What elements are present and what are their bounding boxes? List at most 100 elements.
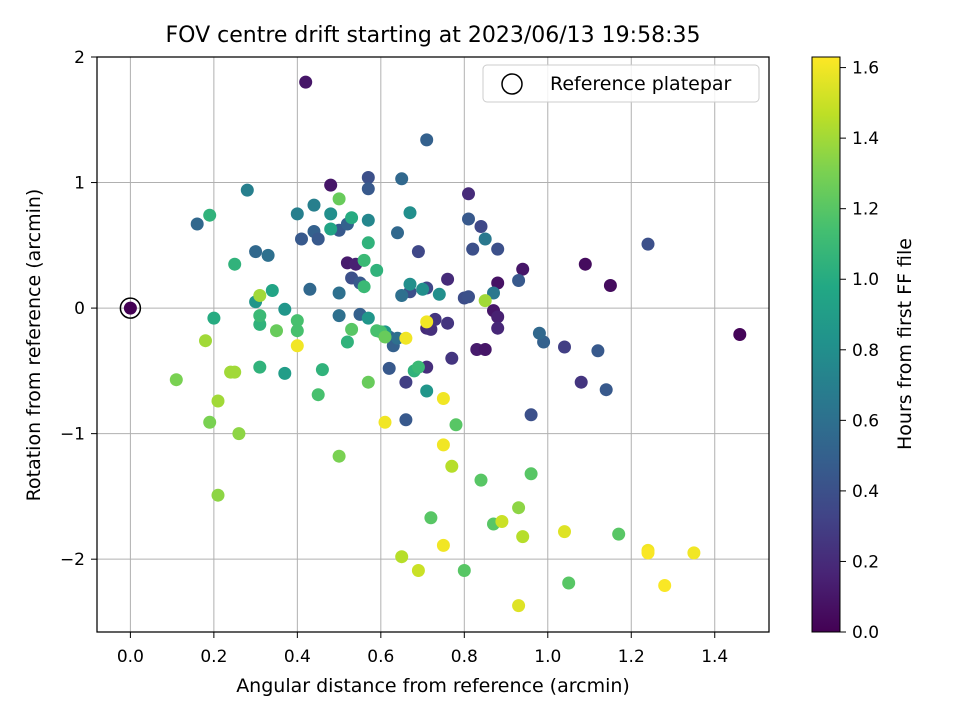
data-point	[311, 232, 325, 246]
data-point	[478, 232, 492, 246]
colorbar-tick-label: 1.6	[852, 59, 879, 79]
data-point	[199, 334, 212, 348]
data-point	[361, 213, 375, 227]
plot-frame	[96, 56, 770, 633]
data-point	[253, 309, 267, 323]
data-point	[378, 415, 392, 429]
data-point	[345, 322, 359, 336]
data-point	[599, 383, 613, 397]
y-gridlines	[97, 56, 769, 560]
data-point	[411, 564, 425, 577]
x-tick-label: 0.6	[367, 647, 394, 667]
data-point	[203, 415, 217, 429]
data-point	[203, 208, 217, 222]
data-point	[332, 192, 346, 206]
data-point	[315, 363, 329, 377]
data-point	[403, 206, 417, 220]
data-point	[169, 373, 183, 387]
data-point	[574, 375, 588, 389]
x-tick-label: 1.4	[701, 647, 728, 667]
data-point	[558, 340, 571, 354]
y-axis-label: Rotation from reference (arcmin)	[23, 189, 45, 502]
data-point	[303, 282, 317, 296]
data-point	[324, 222, 338, 236]
data-point	[416, 282, 430, 296]
data-point	[395, 172, 409, 186]
data-point	[445, 351, 459, 365]
data-point	[299, 75, 313, 89]
data-point	[332, 286, 346, 300]
data-point	[382, 361, 396, 375]
data-point	[311, 388, 325, 402]
data-point	[290, 339, 304, 353]
data-point	[441, 272, 455, 286]
y-tick-label: −2	[60, 550, 85, 570]
data-point	[441, 316, 455, 330]
data-point	[487, 286, 500, 300]
data-point	[332, 309, 346, 323]
legend-box	[482, 64, 760, 103]
data-point	[370, 263, 384, 277]
data-points	[169, 75, 747, 613]
x-axis-ticks: 0.0 0.2 0.4 0.6 0.8 1.0 1.2 1.4	[117, 632, 728, 667]
data-point	[457, 564, 471, 577]
data-point	[361, 182, 375, 196]
data-point	[232, 427, 246, 441]
y-tick-label: 0	[74, 299, 85, 319]
colorbar-tick-label: 0.2	[852, 552, 879, 572]
data-point	[265, 284, 279, 297]
chart-title: FOV centre drift starting at 2023/06/13 …	[166, 23, 701, 48]
data-point	[491, 321, 505, 335]
data-point	[290, 314, 304, 328]
data-point	[462, 290, 475, 304]
data-point	[687, 546, 701, 560]
colorbar-tick-label: 0.4	[852, 482, 879, 502]
legend: Reference platepar	[482, 64, 760, 103]
data-point	[290, 207, 304, 221]
legend-marker	[501, 73, 523, 95]
data-point	[658, 579, 672, 592]
data-point	[491, 242, 505, 256]
x-tick-label: 1.0	[534, 647, 561, 667]
data-point	[436, 438, 450, 452]
data-point	[253, 289, 267, 302]
x-tick-label: 0.8	[451, 647, 478, 667]
x-axis-label: Angular distance from reference (arcmin)	[236, 675, 630, 697]
colorbar-tick-label: 1.2	[852, 200, 879, 220]
data-point	[562, 576, 576, 590]
data-point	[512, 599, 526, 613]
x-tick-label: 0.4	[284, 647, 311, 667]
data-point	[478, 294, 492, 308]
data-point	[516, 530, 530, 544]
data-point	[578, 257, 592, 271]
data-point	[391, 226, 404, 240]
data-point	[491, 310, 505, 324]
data-point	[641, 546, 655, 560]
data-point	[512, 274, 526, 287]
data-point	[466, 242, 480, 256]
colorbar-tick-label: 0.0	[852, 623, 879, 643]
data-point	[603, 279, 617, 292]
data-point	[357, 280, 371, 294]
data-point	[228, 257, 242, 271]
data-point	[445, 459, 459, 473]
data-point	[733, 328, 747, 341]
data-point	[432, 287, 446, 301]
colorbar-tick-label: 0.8	[852, 341, 879, 361]
data-point	[424, 511, 438, 525]
data-point	[340, 335, 354, 349]
data-point	[211, 488, 225, 502]
data-point	[420, 315, 434, 329]
data-point	[411, 245, 425, 259]
data-point	[491, 276, 505, 290]
data-point	[361, 171, 375, 184]
legend-label: Reference platepar	[550, 73, 732, 95]
data-point	[253, 360, 267, 374]
data-point	[591, 344, 605, 358]
colorbar-tick-label: 1.4	[852, 129, 879, 149]
data-point	[361, 375, 375, 389]
y-tick-label: 2	[74, 48, 85, 68]
data-point	[228, 365, 242, 379]
y-tick-label: 1	[74, 174, 85, 194]
colorbar: 0.0 0.2 0.4 0.6 0.8 1.0 1.2 1.4 1.6 Hours from f…	[811, 56, 916, 643]
